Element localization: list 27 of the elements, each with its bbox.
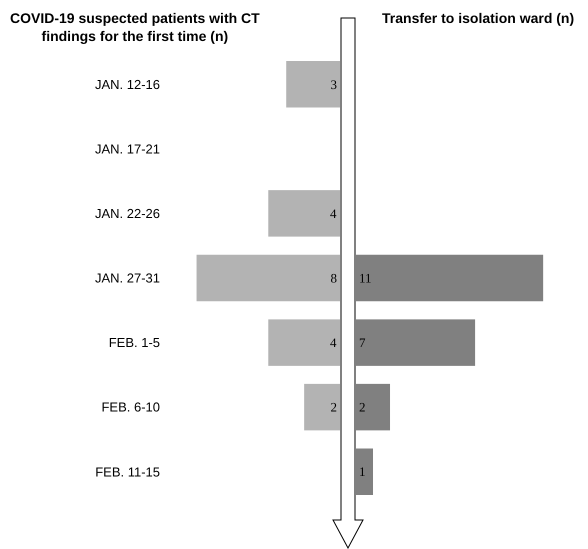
bar [286,61,340,108]
bar [356,448,374,495]
data-label: 2 [359,400,366,415]
y-tick-label: FEB. 1-5 [108,335,160,350]
y-tick-label: JAN. 22-26 [94,206,160,221]
bar [304,384,340,430]
y-tick-label: FEB. 6-10 [101,400,160,415]
chart-title: Transfer to isolation ward (n) [382,10,574,26]
bar [268,190,340,237]
bar [356,384,390,430]
data-label: 4 [330,206,337,221]
bar [356,319,476,366]
data-label: 1 [359,464,366,480]
data-label: 3 [330,76,337,92]
data-label: 7 [359,335,366,350]
bar [196,254,340,302]
data-label: 4 [330,335,337,350]
data-label: 11 [359,270,372,286]
bar [356,254,544,302]
y-tick-label: FEB. 11-15 [95,464,160,480]
data-label: 8 [330,270,337,286]
chart-title: COVID-19 suspected patients with CT findings for the first time (n) [10,10,260,44]
bar [268,319,340,366]
y-tick-label: JAN. 12-16 [94,76,160,92]
data-label: 2 [330,400,337,415]
y-tick-label: JAN. 17-21 [94,141,160,156]
y-tick-label: JAN. 27-31 [94,270,160,286]
